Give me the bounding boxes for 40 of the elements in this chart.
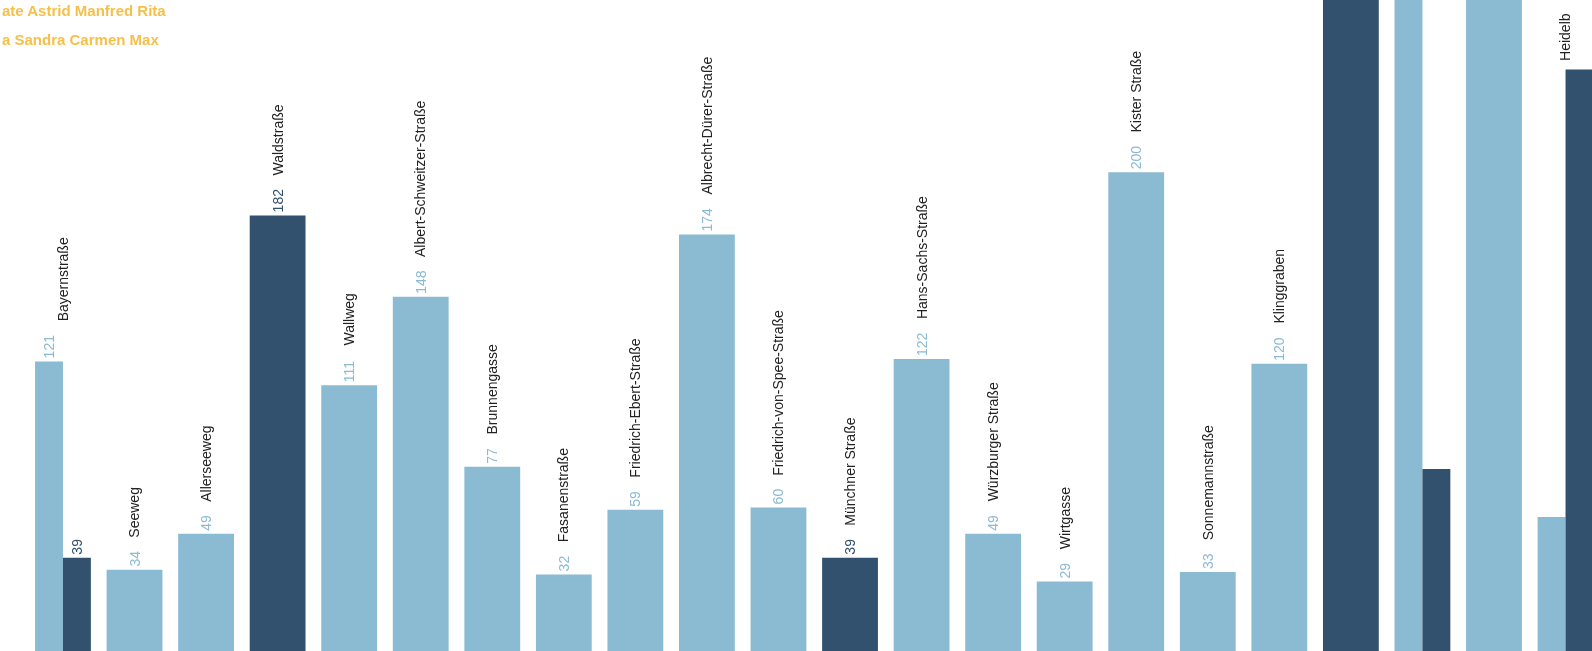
data-label: 39 <box>68 538 85 555</box>
data-label: 59 <box>627 491 644 507</box>
data-label: 122 <box>913 332 930 357</box>
x-tick-label: Albert-Schweitzer-Straße <box>412 100 429 257</box>
x-tick-label: Fasanenstraße <box>555 447 572 543</box>
x-tick-label: Allerseeweg <box>198 425 215 502</box>
data-label: 39 <box>842 538 859 555</box>
x-tick-label: Würzburger Straße <box>984 382 1001 502</box>
x-tick-label: Klinggraben <box>1271 248 1288 324</box>
x-tick-label: Heidelb <box>1557 13 1574 61</box>
data-label: 111 <box>341 360 358 383</box>
data-label: 148 <box>412 270 429 294</box>
x-tick-label: Wallweg <box>340 293 357 346</box>
data-label: 49 <box>985 514 1002 531</box>
data-label: 33 <box>1199 553 1216 570</box>
x-tick-label: Albrecht-Dürer-Straße <box>699 56 716 195</box>
data-label: 182 <box>269 188 286 213</box>
data-label: 77 <box>484 447 501 464</box>
data-label: 34 <box>126 550 143 567</box>
data-label: 60 <box>770 488 787 505</box>
x-tick-label: Brunnengasse <box>484 343 501 435</box>
x-tick-label: Friedrich-von-Spee-Straße <box>770 309 787 476</box>
x-tick-label: Hans-Sachs-Straße <box>914 195 931 320</box>
annotation: ate Astrid Manfred Rita <box>2 2 167 19</box>
data-label: 200 <box>1128 145 1145 170</box>
data-label: 32 <box>555 555 572 572</box>
x-tick-label: Seeweg <box>126 487 143 538</box>
x-tick-label: Sonnemannstraße <box>1200 424 1217 541</box>
data-label: 120 <box>1271 337 1288 361</box>
data-label: 174 <box>698 207 715 232</box>
x-tick-label: Kister Straße <box>1127 50 1144 133</box>
data-label: 49 <box>198 514 215 531</box>
data-label: 121 <box>41 334 58 359</box>
x-tick-label: Bayernstraße <box>54 237 71 322</box>
x-tick-label: Wirtgasse <box>1057 486 1074 550</box>
x-tick-label: Münchner Straße <box>842 417 859 526</box>
x-tick-label: Friedrich-Ebert-Straße <box>627 338 644 478</box>
data-label: 29 <box>1056 562 1073 579</box>
x-tick-label: Waldstraße <box>269 104 286 176</box>
annotation: a Sandra Carmen Max <box>2 31 160 48</box>
